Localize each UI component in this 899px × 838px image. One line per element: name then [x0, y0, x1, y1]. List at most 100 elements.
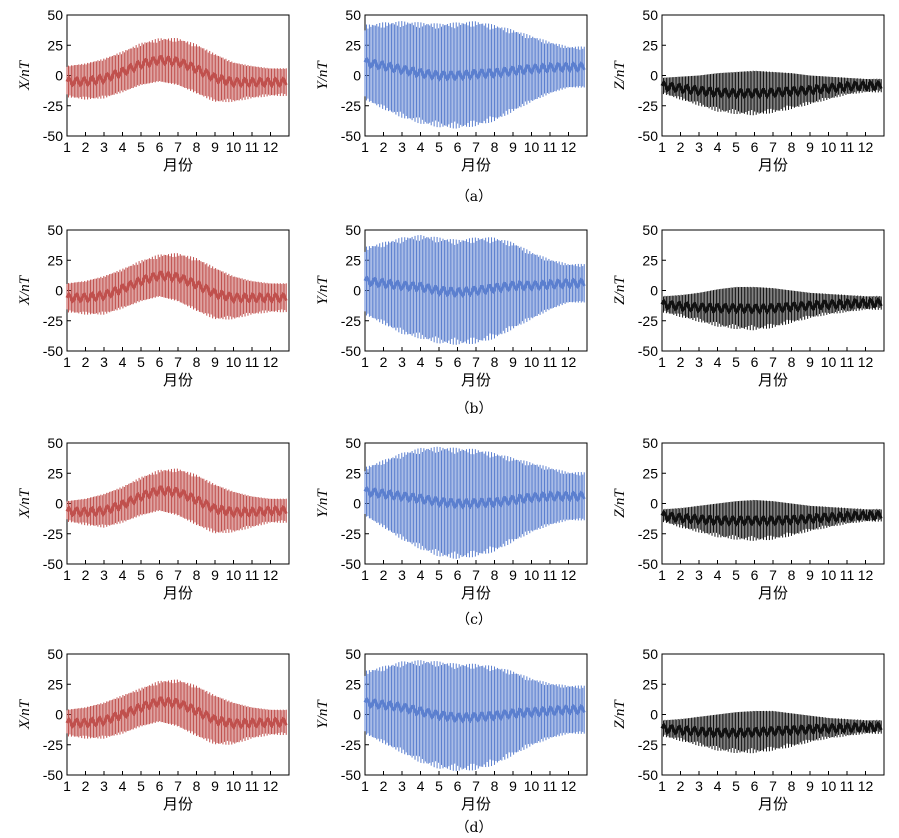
x-tick-label-a-z: 7 — [769, 139, 777, 155]
x-tick-label-c-x: 6 — [156, 567, 164, 583]
x-tick-label-b-x: 2 — [82, 354, 90, 370]
x-tick-label-a-y: 3 — [398, 139, 406, 155]
x-tick-label-c-z: 10 — [821, 567, 837, 583]
x-axis-label-d-y: 月份 — [461, 795, 491, 813]
x-tick-label-d-y: 11 — [543, 778, 558, 794]
x-tick-label-a-z: 10 — [821, 139, 837, 155]
x-tick-label-a-z: 1 — [658, 139, 666, 155]
x-tick-label-a-z: 5 — [732, 139, 740, 155]
x-tick-label-d-x: 9 — [211, 778, 219, 794]
y-tick-label-c-z: 0 — [650, 496, 658, 512]
y-tick-label-a-y: -50 — [341, 128, 361, 144]
y-tick-label-d-x: 0 — [55, 707, 63, 723]
x-tick-label-b-y: 7 — [472, 354, 480, 370]
x-tick-label-c-z: 12 — [858, 567, 874, 583]
x-tick-label-b-x: 4 — [119, 354, 127, 370]
x-tick-label-c-z: 5 — [732, 567, 740, 583]
y-tick-label-c-y: -50 — [341, 556, 361, 572]
x-tick-label-c-y: 1 — [361, 567, 369, 583]
x-tick-label-a-y: 6 — [454, 139, 462, 155]
x-tick-label-d-z: 2 — [677, 778, 685, 794]
x-tick-label-d-x: 6 — [156, 778, 164, 794]
x-tick-label-d-y: 9 — [509, 778, 517, 794]
x-tick-label-d-y: 10 — [524, 778, 540, 794]
x-tick-label-a-y: 2 — [380, 139, 388, 155]
data-trace-c-x — [65, 485, 288, 519]
y-axis-label-a-z: Z/nT — [612, 60, 628, 90]
x-tick-label-b-y: 11 — [543, 354, 558, 370]
x-tick-label-c-y: 12 — [561, 567, 577, 583]
x-tick-label-a-x: 6 — [156, 139, 164, 155]
y-axis-label-a-x: X/nT — [17, 59, 33, 91]
data-trace-c-z — [660, 509, 883, 527]
x-tick-label-a-x: 4 — [119, 139, 127, 155]
y-axis-label-b-z: Z/nT — [612, 275, 628, 305]
x-tick-label-a-z: 12 — [858, 139, 874, 155]
data-trace-c-y — [363, 486, 586, 510]
x-tick-label-a-x: 11 — [245, 139, 260, 155]
x-tick-label-a-z: 2 — [677, 139, 685, 155]
data-series-d-z — [660, 710, 883, 754]
x-axis-label-a-x: 月份 — [163, 156, 193, 174]
x-tick-label-d-z: 8 — [788, 778, 796, 794]
x-tick-label-c-z: 8 — [788, 567, 796, 583]
x-tick-label-c-y: 7 — [472, 567, 480, 583]
x-tick-label-a-x: 7 — [174, 139, 182, 155]
y-tick-label-d-x: 50 — [47, 646, 63, 662]
x-tick-label-c-y: 4 — [417, 567, 425, 583]
x-tick-label-d-z: 5 — [732, 778, 740, 794]
y-tick-label-c-z: 50 — [642, 435, 658, 451]
x-tick-label-b-z: 8 — [788, 354, 796, 370]
y-axis-label-d-x: X/nT — [17, 698, 33, 730]
data-trace-b-z — [660, 297, 883, 315]
x-tick-label-c-x: 7 — [174, 567, 182, 583]
x-axis-label-a-y: 月份 — [461, 156, 491, 174]
x-tick-label-a-x: 3 — [100, 139, 108, 155]
x-tick-label-b-x: 12 — [263, 354, 279, 370]
data-series-c-z — [660, 499, 883, 541]
y-tick-label-a-x: 25 — [47, 37, 63, 53]
x-axis-label-c-x: 月份 — [163, 584, 193, 602]
x-tick-label-b-z: 11 — [840, 354, 855, 370]
y-tick-label-a-z: 0 — [650, 68, 658, 84]
y-axis-label-c-z: Z/nT — [612, 488, 628, 518]
y-tick-label-d-x: -25 — [43, 737, 63, 753]
x-tick-label-d-x: 2 — [82, 778, 90, 794]
x-tick-label-c-x: 4 — [119, 567, 127, 583]
x-tick-label-d-y: 2 — [380, 778, 388, 794]
x-tick-label-a-x: 5 — [137, 139, 145, 155]
x-tick-label-d-x: 5 — [137, 778, 145, 794]
x-tick-label-d-y: 6 — [454, 778, 462, 794]
y-tick-label-a-x: 0 — [55, 68, 63, 84]
y-axis-label-c-y: Y/nT — [315, 488, 331, 518]
y-tick-label-b-x: 25 — [47, 252, 63, 268]
y-tick-label-b-z: -25 — [638, 313, 658, 329]
x-tick-label-c-z: 4 — [714, 567, 722, 583]
x-tick-label-d-x: 12 — [263, 778, 279, 794]
y-tick-label-a-y: 25 — [345, 37, 361, 53]
x-tick-label-d-x: 4 — [119, 778, 127, 794]
y-tick-label-c-z: 25 — [642, 465, 658, 481]
y-tick-label-b-x: 50 — [47, 222, 63, 238]
x-tick-label-d-z: 6 — [751, 778, 759, 794]
x-tick-label-a-z: 8 — [788, 139, 796, 155]
y-axis-label-b-x: X/nT — [17, 274, 33, 306]
y-tick-label-a-y: 0 — [353, 68, 361, 84]
x-tick-label-b-z: 1 — [658, 354, 666, 370]
x-tick-label-c-z: 1 — [658, 567, 666, 583]
x-tick-label-d-y: 1 — [361, 778, 369, 794]
plot-frame-d-z — [661, 653, 885, 776]
y-axis-label-d-y: Y/nT — [315, 699, 331, 729]
x-tick-label-c-z: 11 — [840, 567, 855, 583]
y-tick-label-d-y: -25 — [341, 737, 361, 753]
panel-caption-b: （b） — [456, 401, 493, 417]
x-tick-label-a-y: 9 — [509, 139, 517, 155]
panel-caption-c: （c） — [456, 612, 492, 628]
x-tick-label-a-y: 11 — [543, 139, 558, 155]
y-tick-label-b-z: 50 — [642, 222, 658, 238]
data-series-d-x — [65, 679, 288, 745]
x-tick-label-a-x: 10 — [226, 139, 242, 155]
y-tick-label-b-y: 25 — [345, 252, 361, 268]
x-tick-label-c-x: 3 — [100, 567, 108, 583]
